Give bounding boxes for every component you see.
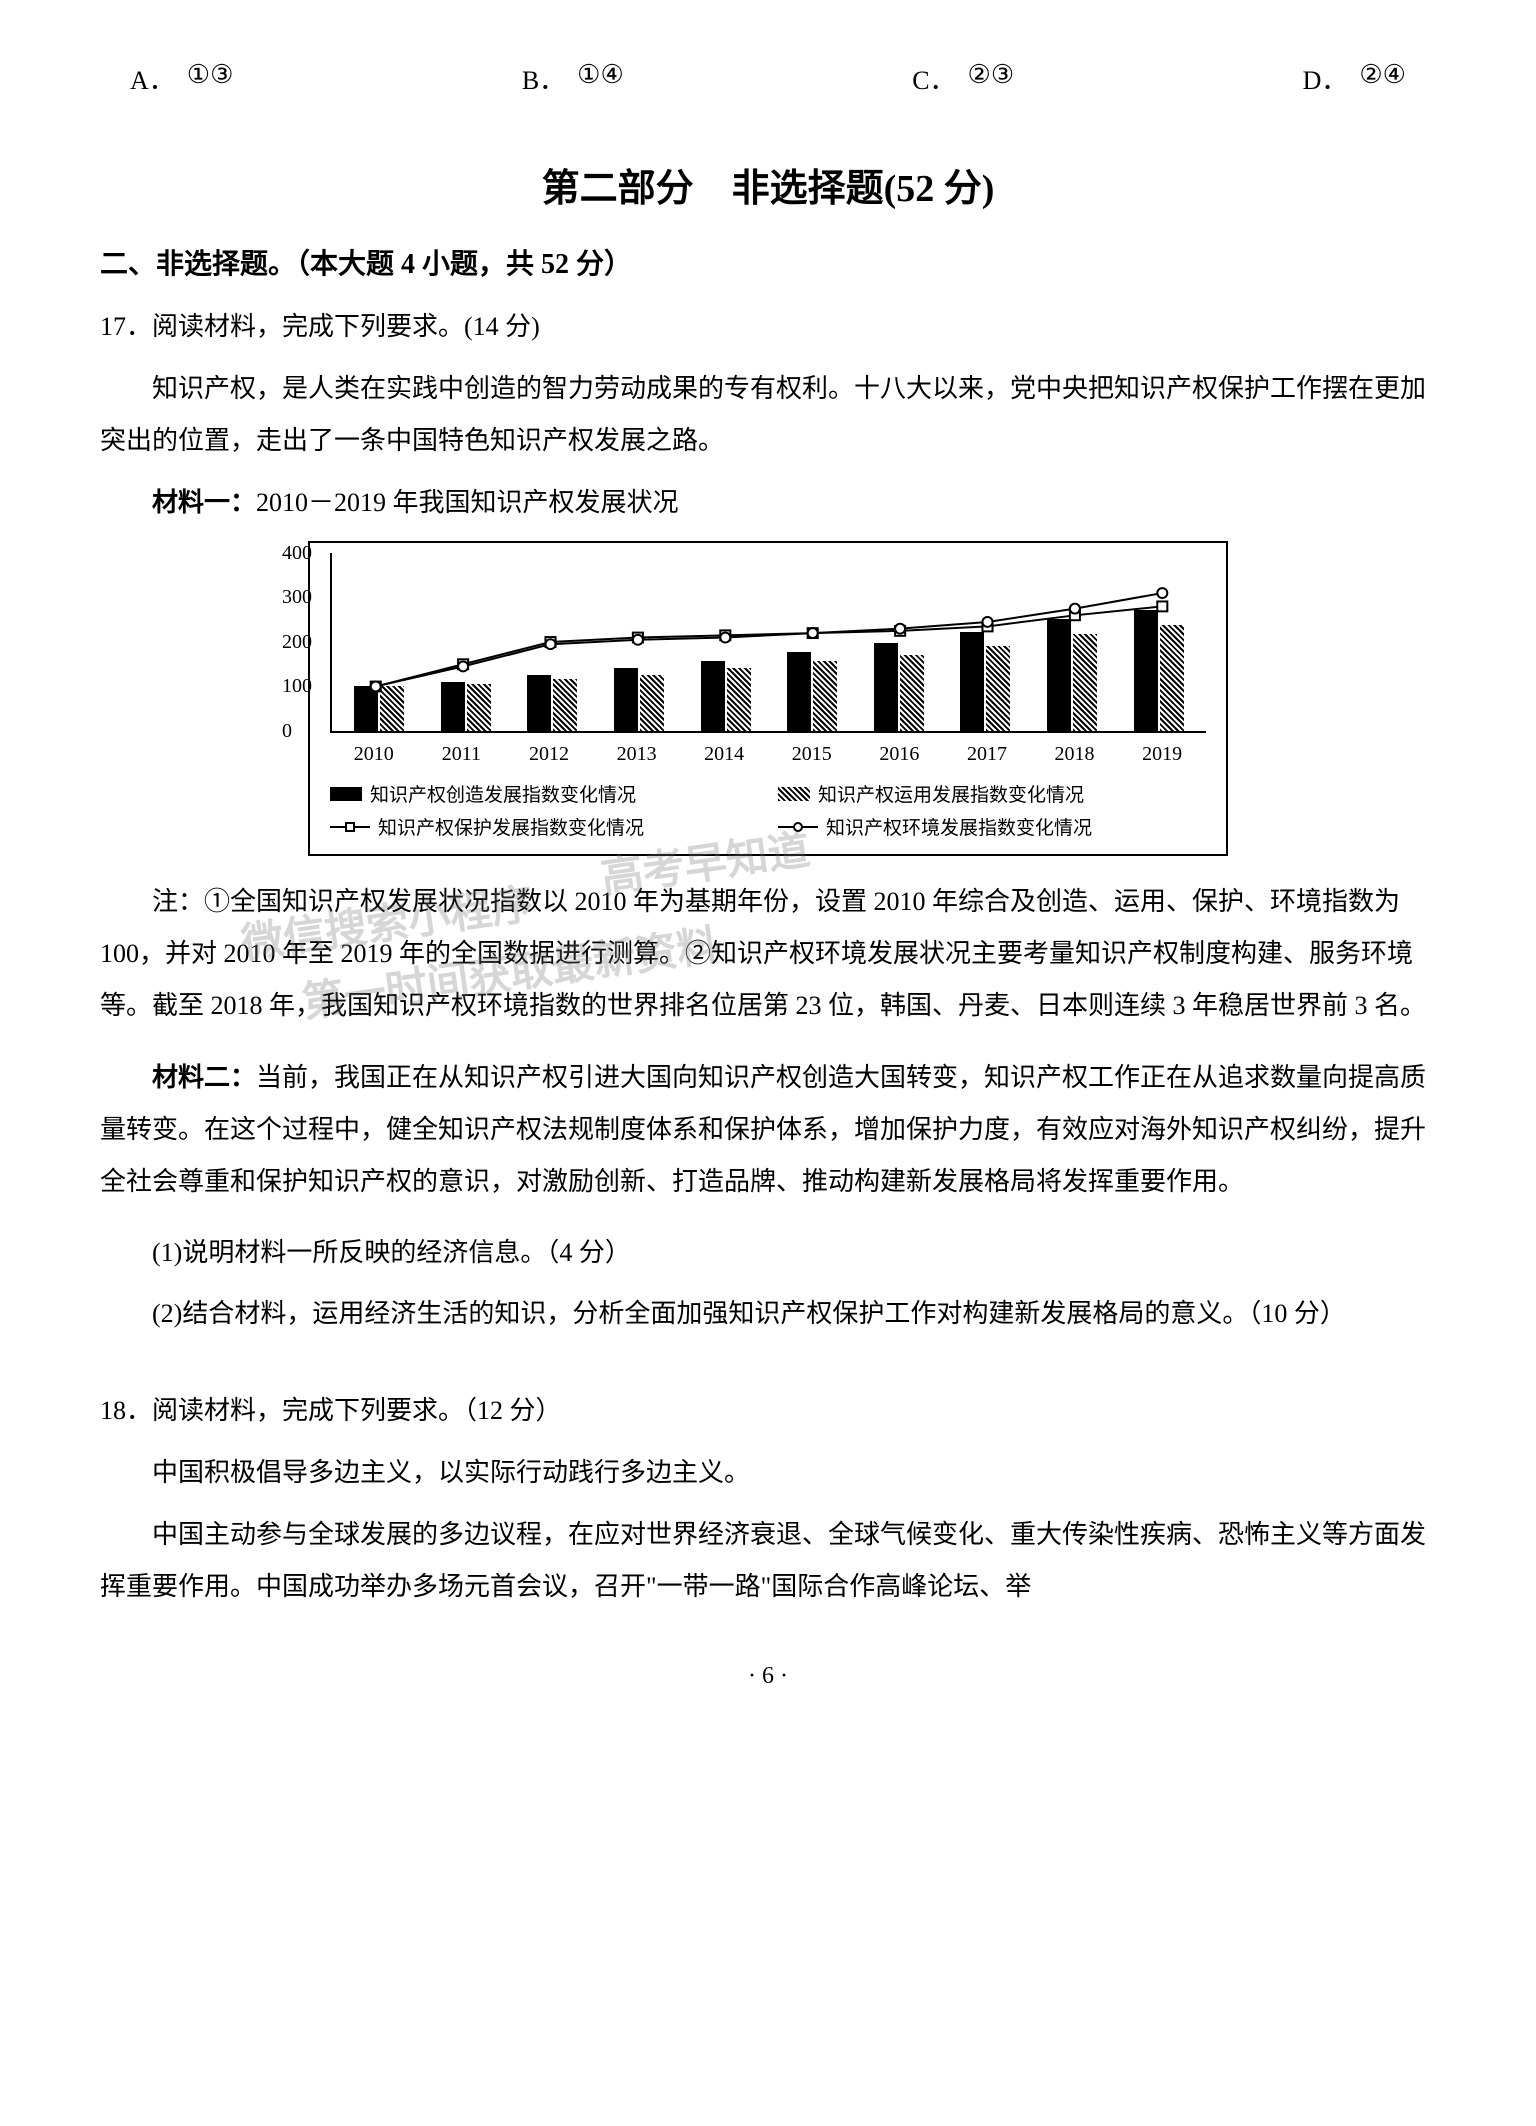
- x-label: 2012: [505, 743, 593, 766]
- option-d-label: D．: [1303, 60, 1348, 97]
- material1-label: 材料一：: [152, 488, 256, 517]
- x-label: 2014: [680, 743, 768, 766]
- q17-sub1: (1)说明材料一所反映的经济信息。（4 分）: [100, 1232, 1436, 1269]
- x-label: 2010: [330, 743, 418, 766]
- bar-group: [856, 643, 943, 731]
- q18-heading: 18．阅读材料，完成下列要求。（12 分）: [100, 1390, 1436, 1427]
- q17-sub2: (2)结合材料，运用经济生活的知识，分析全面加强知识产权保护工作对构建新发展格局…: [100, 1293, 1436, 1330]
- section-title: 第二部分 非选择题(52 分): [100, 157, 1436, 212]
- options-row: A． ①③ B． ①④ C． ②③ D． ②④: [100, 60, 1436, 137]
- x-label: 2017: [943, 743, 1031, 766]
- bar-solid: [701, 661, 725, 731]
- bar-group: [942, 632, 1029, 731]
- section-heading: 二、非选择题。（本大题 4 小题，共 52 分）: [100, 242, 1436, 282]
- chart-legend: 知识产权创造发展指数变化情况 知识产权运用发展指数变化情况 知识产权保护发展指数…: [330, 780, 1206, 840]
- legend-line-circle-label: 知识产权环境发展指数变化情况: [826, 813, 1092, 840]
- legend-swatch-hatched-icon: [778, 787, 810, 801]
- x-label: 2011: [418, 743, 506, 766]
- q18-p2: 中国主动参与全球发展的多边议程，在应对世界经济衰退、全球气候变化、重大传染性疾病…: [100, 1509, 1436, 1613]
- x-label: 2019: [1118, 743, 1206, 766]
- bar-solid: [874, 643, 898, 731]
- bar-group: [509, 675, 596, 731]
- material2-text: 当前，我国正在从知识产权引进大国向知识产权创造大国转变，知识产权工作正在从追求数…: [100, 1063, 1426, 1196]
- q17-heading: 17．阅读材料，完成下列要求。(14 分): [100, 306, 1436, 343]
- bar-hatched: [727, 668, 751, 731]
- legend-line-square-label: 知识产权保护发展指数变化情况: [378, 813, 644, 840]
- q17-material2: 材料二：当前，我国正在从知识产权引进大国向知识产权创造大国转变，知识产权工作正在…: [100, 1052, 1436, 1208]
- y-axis: 0100200300400: [282, 553, 312, 731]
- material1-text: 2010－2019 年我国知识产权发展状况: [256, 488, 679, 517]
- bar-solid: [1047, 619, 1071, 732]
- x-label: 2013: [593, 743, 681, 766]
- bar-solid: [1134, 610, 1158, 732]
- bar-group: [682, 661, 769, 731]
- legend-bar-hatched-label: 知识产权运用发展指数变化情况: [818, 780, 1084, 807]
- bar-hatched: [900, 655, 924, 732]
- option-d: D． ②④: [1303, 60, 1406, 97]
- option-b: B． ①④: [522, 60, 624, 97]
- legend-line-circle: 知识产权环境发展指数变化情况: [778, 813, 1206, 840]
- page-number: · 6 ·: [100, 1663, 1436, 1690]
- bar-group: [596, 668, 683, 731]
- option-a-value: ①③: [187, 60, 234, 97]
- option-d-value: ②④: [1359, 60, 1406, 97]
- x-label: 2016: [856, 743, 944, 766]
- chart-plot: 0100200300400: [330, 553, 1206, 733]
- ip-development-chart: 0100200300400 20102011201220132014201520…: [308, 541, 1228, 856]
- bar-solid: [527, 675, 551, 731]
- bar-group: [423, 682, 510, 732]
- bar-group: [1115, 610, 1202, 732]
- option-b-value: ①④: [577, 60, 624, 97]
- legend-bar-hatched: 知识产权运用发展指数变化情况: [778, 780, 1206, 807]
- bar-group: [769, 652, 856, 731]
- bar-solid: [787, 652, 811, 731]
- bar-solid: [960, 632, 984, 731]
- q17-material1: 材料一：2010－2019 年我国知识产权发展状况: [100, 477, 1436, 529]
- legend-swatch-circle-icon: [778, 821, 818, 833]
- bar-group: [1029, 619, 1116, 732]
- option-b-label: B．: [522, 60, 565, 97]
- bar-hatched: [553, 679, 577, 731]
- bar-solid: [354, 686, 378, 731]
- option-c: C． ②③: [912, 60, 1014, 97]
- bars-area: [332, 553, 1206, 731]
- bar-hatched: [380, 686, 404, 731]
- bar-solid: [441, 682, 465, 732]
- q18-p1: 中国积极倡导多边主义，以实际行动践行多边主义。: [100, 1447, 1436, 1499]
- bar-group: [336, 686, 423, 731]
- option-a-label: A．: [130, 60, 175, 97]
- legend-bar-solid: 知识产权创造发展指数变化情况: [330, 780, 758, 807]
- bar-hatched: [813, 661, 837, 731]
- legend-swatch-square-icon: [330, 821, 370, 833]
- option-c-value: ②③: [968, 60, 1015, 97]
- material2-label: 材料二：: [152, 1063, 256, 1092]
- legend-bar-solid-label: 知识产权创造发展指数变化情况: [370, 780, 636, 807]
- bar-hatched: [1160, 625, 1184, 731]
- bar-solid: [614, 668, 638, 731]
- bar-hatched: [640, 675, 664, 731]
- bar-hatched: [467, 684, 491, 731]
- x-axis-labels: 2010201120122013201420152016201720182019: [330, 739, 1206, 770]
- option-a: A． ①③: [130, 60, 233, 97]
- bar-hatched: [986, 646, 1010, 732]
- option-c-label: C．: [912, 60, 955, 97]
- bar-hatched: [1073, 634, 1097, 731]
- legend-line-square: 知识产权保护发展指数变化情况: [330, 813, 758, 840]
- q17-intro: 知识产权，是人类在实践中创造的智力劳动成果的专有权利。十八大以来，党中央把知识产…: [100, 363, 1436, 467]
- q17-note: 注：①全国知识产权发展状况指数以 2010 年为基期年份，设置 2010 年综合…: [100, 876, 1436, 1032]
- x-label: 2015: [768, 743, 856, 766]
- legend-swatch-solid-icon: [330, 787, 362, 801]
- x-label: 2018: [1031, 743, 1119, 766]
